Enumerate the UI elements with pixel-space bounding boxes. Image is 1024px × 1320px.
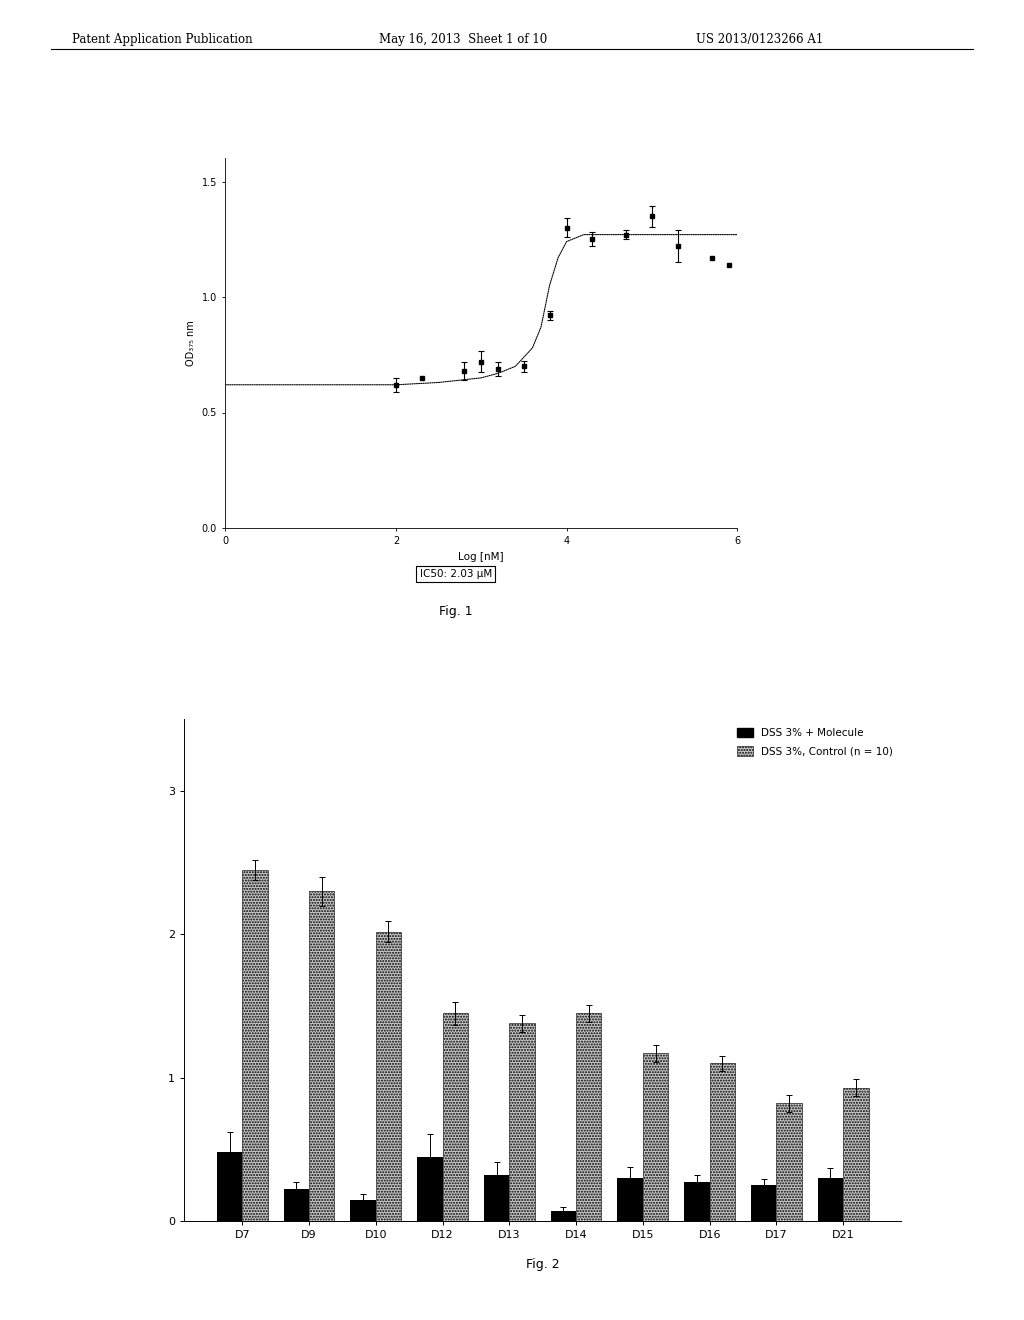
Bar [577, 1014, 601, 1221]
Bar [551, 1210, 577, 1221]
Text: May 16, 2013  Sheet 1 of 10: May 16, 2013 Sheet 1 of 10 [379, 33, 547, 46]
Bar [617, 1177, 643, 1221]
Bar [776, 1104, 802, 1221]
Bar [684, 1183, 710, 1221]
Bar [643, 1053, 669, 1221]
X-axis label: Log [nM]: Log [nM] [459, 552, 504, 562]
Y-axis label: OD₃₇₅ nm: OD₃₇₅ nm [186, 321, 196, 366]
Text: IC50: 2.03 μM: IC50: 2.03 μM [420, 569, 492, 579]
Text: Patent Application Publication: Patent Application Publication [72, 33, 252, 46]
Bar [818, 1177, 843, 1221]
Bar [217, 1152, 243, 1221]
Bar [484, 1175, 509, 1221]
Text: Fig. 1: Fig. 1 [439, 605, 472, 618]
Bar [376, 932, 401, 1221]
Bar [243, 870, 267, 1221]
Text: Fig. 2: Fig. 2 [526, 1258, 559, 1271]
Bar [442, 1014, 468, 1221]
Legend: DSS 3% + Molecule, DSS 3%, Control (n = 10): DSS 3% + Molecule, DSS 3%, Control (n = … [734, 725, 896, 759]
Bar [509, 1023, 535, 1221]
Bar [284, 1189, 309, 1221]
Bar [751, 1185, 776, 1221]
Bar [350, 1200, 376, 1221]
Bar [417, 1156, 442, 1221]
Text: US 2013/0123266 A1: US 2013/0123266 A1 [696, 33, 823, 46]
Bar [843, 1088, 868, 1221]
Bar [710, 1064, 735, 1221]
Bar [309, 891, 335, 1221]
